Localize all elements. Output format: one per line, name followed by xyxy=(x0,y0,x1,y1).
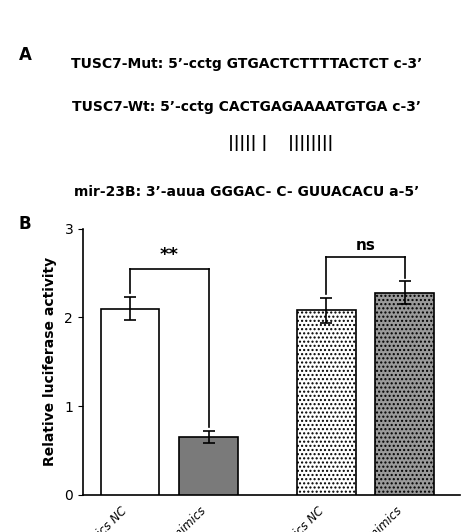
Bar xyxy=(297,310,356,495)
Bar xyxy=(179,437,238,495)
Bar xyxy=(100,309,159,495)
Text: TUSC7-Mut: 5’-cctg GTGACTCTTTTACTCT c-3’: TUSC7-Mut: 5’-cctg GTGACTCTTTTACTCT c-3’ xyxy=(71,56,422,71)
Text: mir-23B: 3’-auua GGGAC- C- GUUACACU a-5’: mir-23B: 3’-auua GGGAC- C- GUUACACU a-5’ xyxy=(74,185,419,199)
Text: A: A xyxy=(19,46,32,64)
Text: B: B xyxy=(19,215,32,234)
Text: ||||| |    ||||||||: ||||| | |||||||| xyxy=(160,135,333,151)
Bar xyxy=(375,293,434,495)
Text: TUSC7-Wt: 5’-cctg CACTGAGAAAATGTGA c-3’: TUSC7-Wt: 5’-cctg CACTGAGAAAATGTGA c-3’ xyxy=(72,101,421,114)
Text: **: ** xyxy=(160,246,179,264)
Text: ns: ns xyxy=(356,238,375,253)
Y-axis label: Relative luciferase activity: Relative luciferase activity xyxy=(44,257,57,467)
